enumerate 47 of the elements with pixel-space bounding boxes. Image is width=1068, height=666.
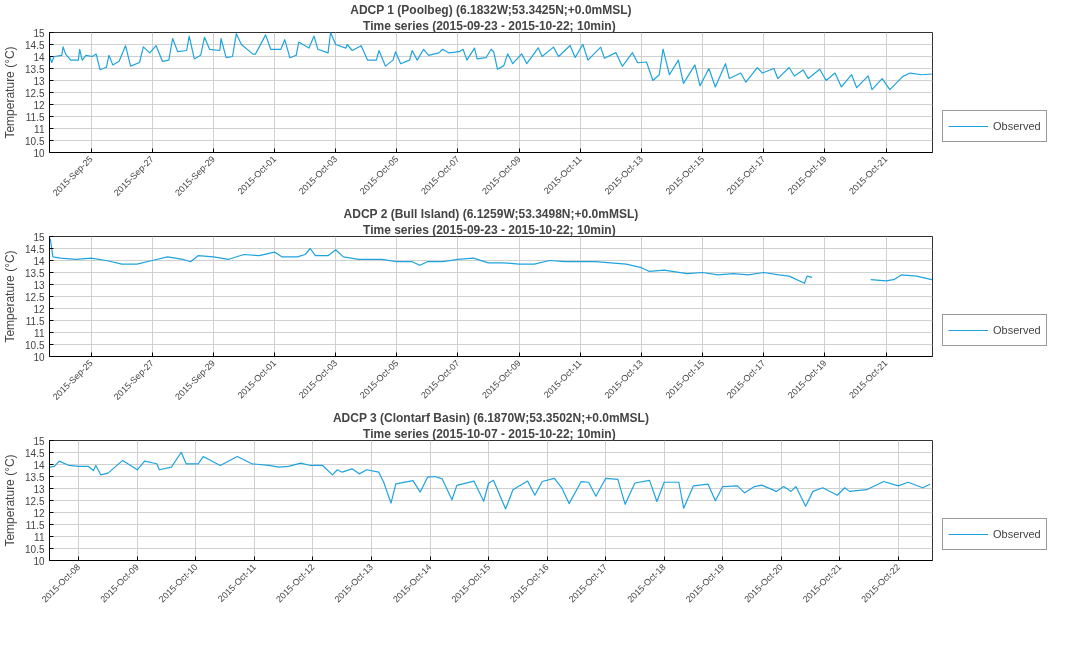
y-tick-label: 12 — [33, 99, 45, 111]
y-tick-label: 15 — [33, 27, 45, 39]
y-tick-label: 13.5 — [25, 63, 45, 75]
legend-label: Observed — [993, 324, 1041, 336]
chart-subtitle: Time series (2015-09-23 - 2015-10-22; 10min) — [363, 222, 616, 237]
chart-subtitle: Time series (2015-09-23 - 2015-10-22; 10min) — [363, 18, 616, 33]
y-tick-label: 10.5 — [25, 543, 45, 555]
y-tick-label: 11 — [34, 123, 45, 135]
y-tick-label: 10.5 — [25, 339, 45, 351]
y-tick-label: 12.5 — [25, 291, 45, 303]
y-tick-label: 13 — [33, 279, 45, 291]
y-tick-label: 10 — [33, 147, 45, 159]
legend-label: Observed — [993, 120, 1041, 132]
y-tick-label: 10.5 — [25, 135, 45, 147]
line-series — [49, 451, 931, 510]
y-tick-label: 10 — [33, 555, 45, 567]
y-tick-label: 13.5 — [25, 471, 45, 483]
y-tick-label: 12 — [33, 303, 45, 315]
y-tick-label: 15 — [33, 435, 45, 447]
chart-title: ADCP 3 (Clontarf Basin) (6.1870W;53.3502N;+0.0mMSL) — [332, 410, 649, 425]
y-tick-label: 14 — [33, 459, 45, 471]
y-axis-title: Temperature (°C) — [3, 46, 18, 139]
y-tick-label: 11.5 — [25, 519, 45, 531]
y-tick-label: 11.5 — [25, 111, 45, 123]
y-tick-label: 12.5 — [25, 495, 45, 507]
y-axis-title: Temperature (°C) — [3, 454, 18, 547]
legend-label: Observed — [993, 528, 1041, 540]
y-tick-label: 11 — [34, 327, 45, 339]
y-tick-label: 14.5 — [25, 243, 45, 255]
chart-subtitle: Time series (2015-10-07 - 2015-10-22; 10min) — [363, 426, 616, 441]
chart-title: ADCP 2 (Bull Island) (6.1259W;53.3498N;+0.0mMSL) — [343, 206, 639, 221]
y-tick-label: 14 — [33, 51, 45, 63]
y-tick-label: 13.5 — [25, 267, 45, 279]
y-tick-label: 12 — [33, 507, 45, 519]
y-tick-label: 15 — [33, 231, 45, 243]
y-tick-label: 12.5 — [25, 87, 45, 99]
y-tick-label: 14 — [33, 255, 45, 267]
y-axis-title: Temperature (°C) — [3, 250, 18, 343]
y-tick-label: 14.5 — [25, 39, 45, 51]
y-tick-label: 14.5 — [25, 447, 45, 459]
y-tick-label: 10 — [33, 351, 45, 363]
y-tick-label: 13 — [33, 483, 45, 495]
line-series — [49, 32, 933, 91]
y-tick-label: 11.5 — [25, 315, 45, 327]
y-tick-label: 13 — [33, 75, 45, 87]
chart-title: ADCP 1 (Poolbeg) (6.1832W;53.3425N;+0.0mMSL) — [350, 2, 632, 17]
y-tick-label: 11 — [34, 531, 45, 543]
